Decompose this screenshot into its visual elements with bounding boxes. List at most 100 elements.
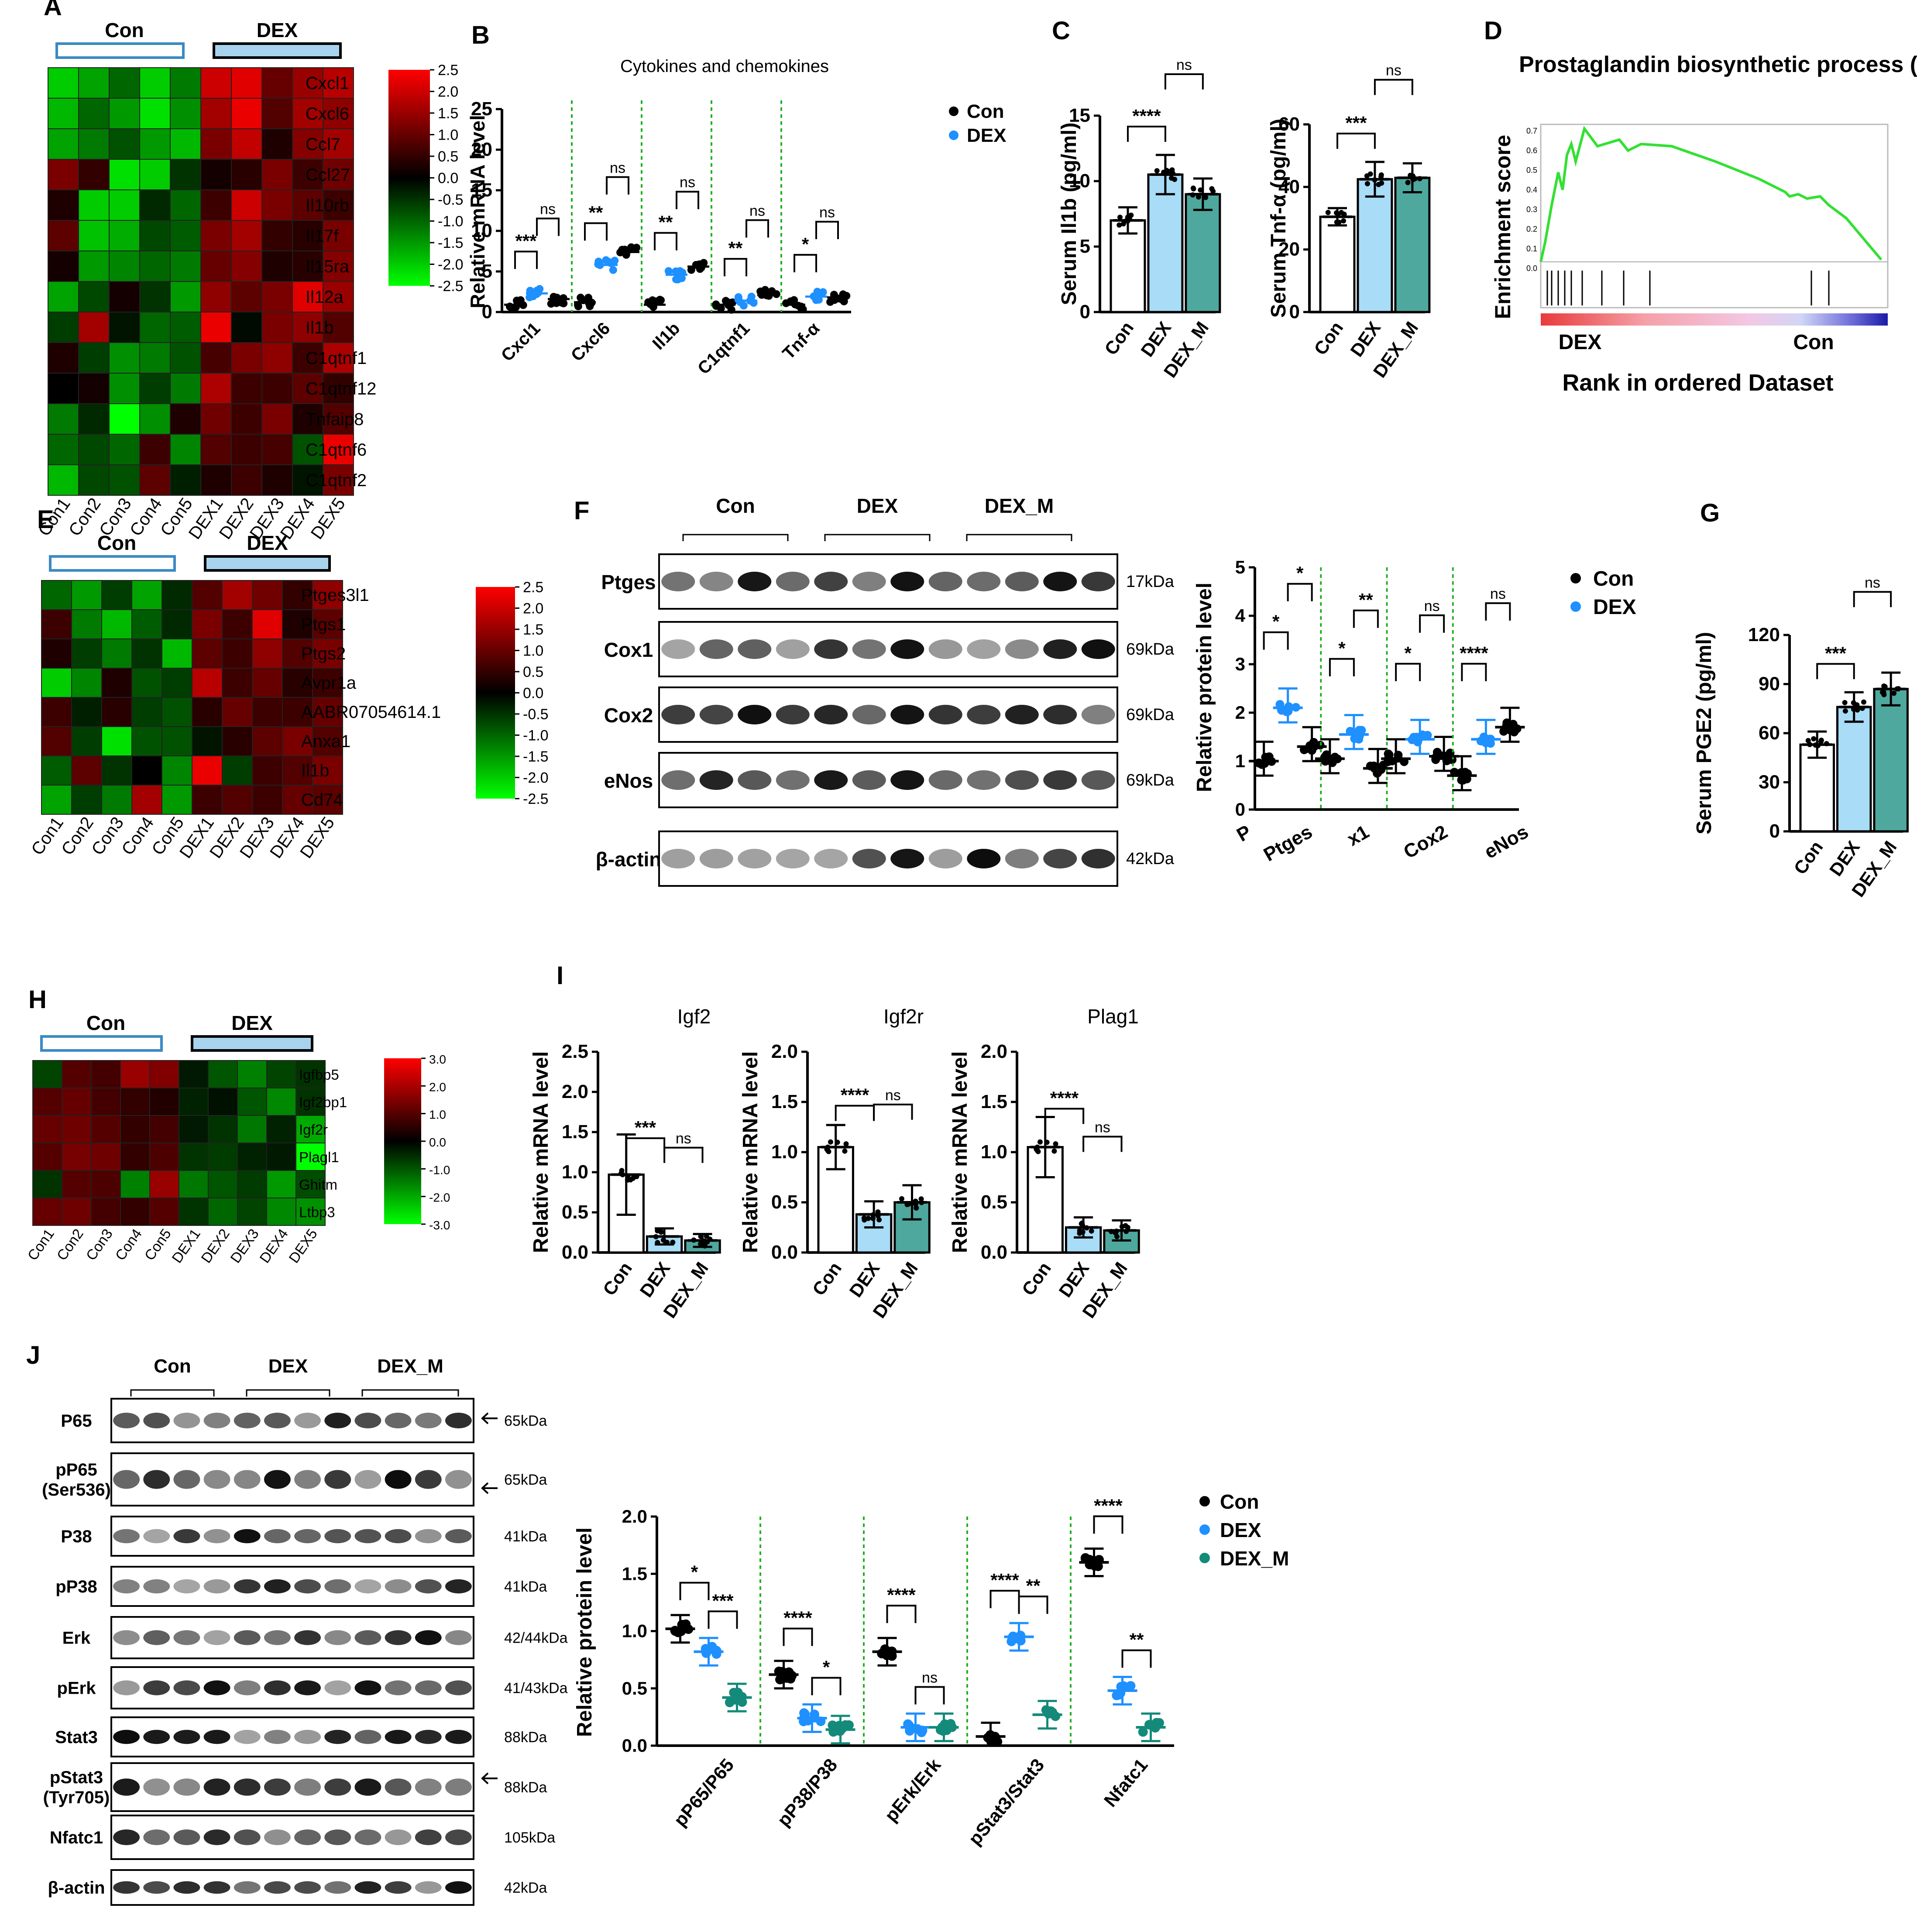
heatmap-cell (32, 1143, 62, 1171)
western-blot-band (113, 1881, 140, 1894)
heatmap-cell (266, 1088, 296, 1116)
blot-group-bracket (130, 1389, 215, 1397)
western-blot-band (294, 1470, 321, 1489)
blot-size-label: 17kDa (1126, 573, 1175, 591)
scale-label: 1.0 (429, 1108, 446, 1122)
western-blot-band (294, 1630, 321, 1645)
heatmap-cell (266, 1170, 296, 1198)
sample-label: Con3 (88, 813, 127, 859)
blot-label: pErk (57, 1679, 96, 1698)
heatmap-cell (41, 755, 72, 786)
western-blot-band (264, 1630, 291, 1645)
gene-label: Cxcl1 (306, 74, 349, 93)
gene-label: Il1b (301, 761, 330, 780)
heatmap-cell (120, 1115, 150, 1143)
heatmap-cell (179, 1198, 209, 1226)
heatmap-cell (179, 1143, 209, 1171)
heatmap-cell (109, 342, 140, 374)
legend-label: Con (1220, 1490, 1259, 1513)
data-point (799, 1708, 809, 1718)
data-point (1196, 194, 1201, 200)
heatmap-cell (179, 1088, 209, 1116)
x-tick-label: DEX (1055, 1258, 1093, 1301)
heatmap-cell (120, 1170, 150, 1198)
heatmap-cell (208, 1170, 238, 1198)
y-axis-label: Serum Tnf-α (pg/ml) (1267, 119, 1290, 318)
legend-marker-con (1570, 573, 1581, 583)
western-blot-band (852, 705, 886, 724)
heatmap-cell (231, 342, 262, 374)
heatmap-cell (78, 281, 110, 312)
western-blot-band (294, 1730, 321, 1744)
heatmap-cell (222, 638, 253, 669)
heatmap-cell (32, 1170, 62, 1198)
x-tick-label: Con (1100, 318, 1137, 359)
heatmap-cell (252, 755, 283, 786)
heatmap-cell (48, 281, 79, 312)
heatmap-cell (161, 609, 192, 639)
heatmap-cell (78, 403, 110, 435)
sig-bracket-bracket (1395, 662, 1421, 681)
scale-label: 0.0 (523, 685, 543, 702)
blot-group-label: Con (154, 1355, 191, 1377)
data-point (1117, 214, 1123, 220)
heatmap-cell (131, 755, 162, 786)
heatmap-cell (78, 342, 110, 374)
data-point (1881, 690, 1886, 695)
data-point (1051, 1148, 1057, 1154)
sig-bracket-bracket (1816, 663, 1855, 679)
heatmap-cell (161, 697, 192, 727)
y-tick-label: 120 (1748, 624, 1780, 645)
x-tick-label: Cxcl6 (567, 319, 614, 365)
data-point (687, 266, 695, 274)
heatmap-cell (252, 726, 283, 756)
western-blot-band (113, 1470, 140, 1489)
sample-label: Con3 (82, 1226, 116, 1263)
sample-label: DEX1 (168, 1226, 203, 1266)
scale-label: -2.0 (523, 770, 549, 786)
heatmap-cell (312, 609, 343, 639)
group-box-con (49, 555, 176, 572)
sig-bracket-label: **** (887, 1585, 916, 1605)
heatmap-cell (252, 785, 283, 815)
data-point (1125, 1225, 1130, 1230)
heatmap-cell (139, 67, 171, 99)
western-blot-band (113, 1579, 140, 1594)
sig-bracket-label: *** (635, 1117, 656, 1138)
western-blot-band (173, 1413, 200, 1428)
blot-label: Cox1 (604, 638, 653, 661)
heatmap-cell (139, 434, 171, 465)
western-blot-band (445, 1413, 472, 1428)
y-tick-label: 0 (482, 301, 492, 323)
heatmap-cell (109, 159, 140, 190)
western-blot-band (928, 849, 962, 868)
heatmap-cell (266, 1143, 296, 1171)
heatmap-cell (161, 580, 192, 610)
western-blot-band (203, 1730, 230, 1744)
western-blot-band (415, 1730, 442, 1744)
heatmap-cell (222, 580, 253, 610)
western-blot-band (1043, 705, 1077, 724)
heatmap-cell (48, 159, 79, 190)
heatmap-cell (139, 128, 171, 160)
panel-J-letter: J (26, 1341, 40, 1369)
western-blot-band (890, 770, 924, 790)
western-blot-band (738, 770, 772, 790)
heatmap-cell (261, 128, 293, 160)
gene-label: Cxcl6 (306, 104, 349, 124)
bar (1319, 216, 1356, 313)
y-tick-label: 1.0 (562, 1161, 588, 1183)
scale-label: 3.0 (429, 1053, 446, 1066)
data-point (1842, 700, 1848, 705)
panel-G-letter: G (1700, 499, 1720, 527)
y-axis-label: Relative protein level (1193, 583, 1216, 792)
heatmap-cell (192, 726, 223, 756)
bar (1185, 193, 1221, 313)
heatmap-cell (231, 251, 262, 282)
western-blot-band (445, 1829, 472, 1845)
sample-label: DEX4 (256, 1226, 291, 1266)
blot-size-label: 41kDa (504, 1579, 547, 1595)
heatmap-cell (261, 373, 293, 404)
heatmap-cell (208, 1088, 238, 1116)
heatmap-cell (131, 609, 162, 639)
